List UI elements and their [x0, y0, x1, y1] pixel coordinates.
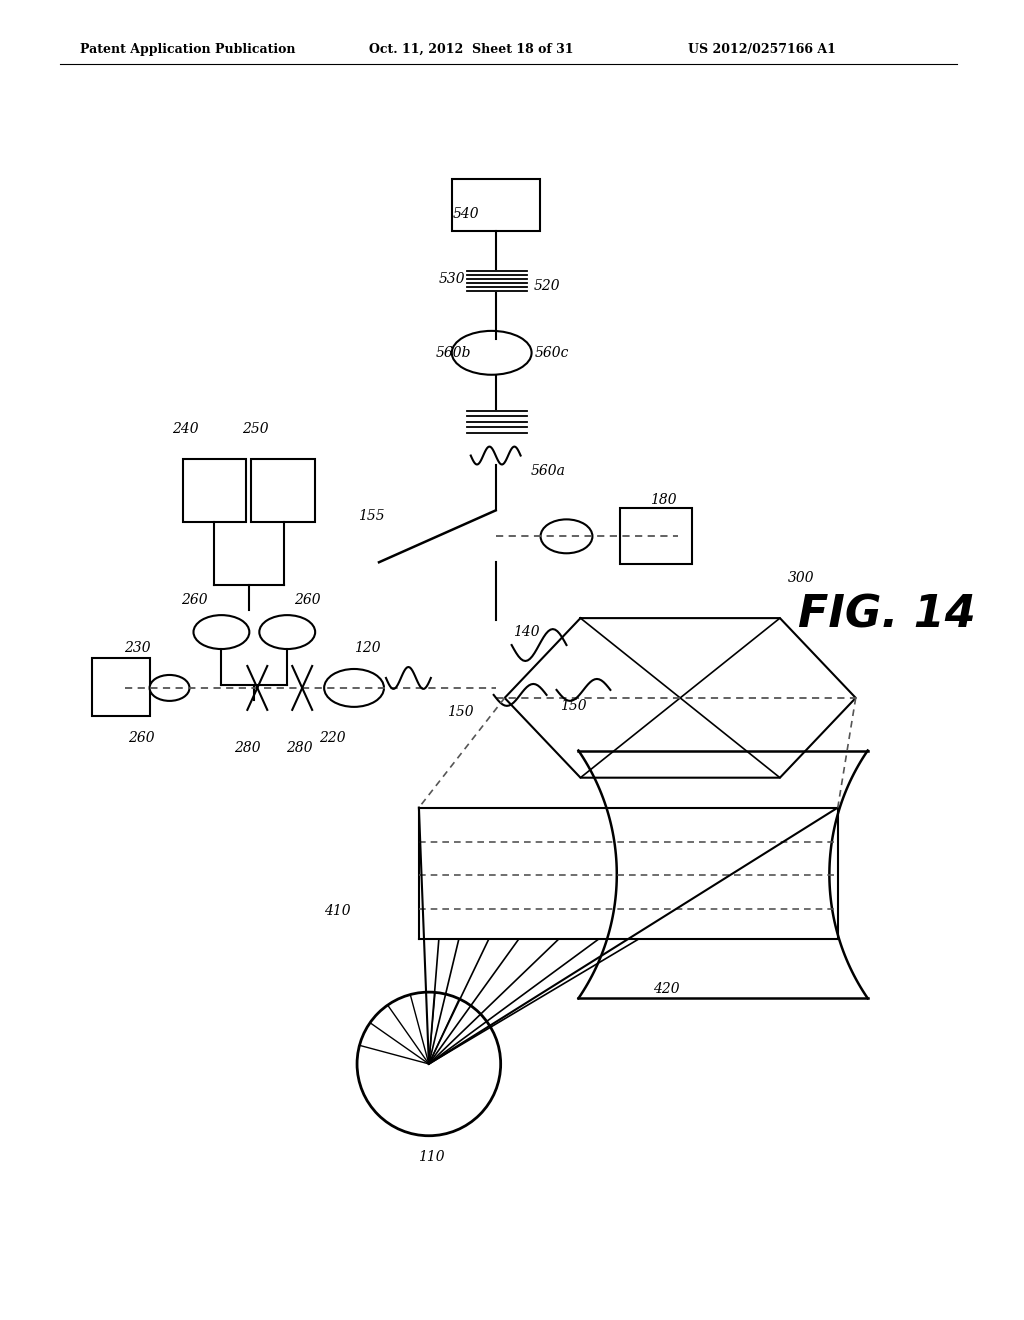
Text: 250: 250 [242, 421, 268, 436]
Text: 220: 220 [318, 731, 345, 744]
Text: US 2012/0257166 A1: US 2012/0257166 A1 [688, 44, 836, 57]
Text: 150: 150 [447, 705, 474, 719]
Text: 120: 120 [353, 642, 380, 655]
Bar [92, 657, 150, 715]
Text: Patent Application Publication: Patent Application Publication [80, 44, 295, 57]
Text: 150: 150 [560, 698, 587, 713]
Text: 520: 520 [534, 279, 560, 293]
Bar [621, 508, 692, 564]
Text: 560a: 560a [531, 463, 566, 478]
Bar [182, 458, 247, 523]
Text: 530: 530 [438, 272, 465, 286]
Ellipse shape [150, 675, 189, 701]
Text: 540: 540 [453, 207, 479, 222]
Bar [452, 180, 540, 231]
Ellipse shape [259, 615, 315, 649]
Text: 260: 260 [181, 593, 208, 607]
Text: FIG. 14: FIG. 14 [798, 594, 976, 636]
Text: 260: 260 [128, 731, 155, 744]
Ellipse shape [325, 669, 384, 708]
Text: Oct. 11, 2012  Sheet 18 of 31: Oct. 11, 2012 Sheet 18 of 31 [369, 44, 573, 57]
Text: 300: 300 [787, 572, 814, 585]
Ellipse shape [194, 615, 249, 649]
Text: 560b: 560b [436, 346, 471, 360]
Bar [251, 458, 315, 523]
Ellipse shape [541, 519, 593, 553]
Text: 140: 140 [513, 626, 540, 639]
Text: 560c: 560c [535, 346, 568, 360]
Text: 240: 240 [172, 421, 199, 436]
Text: 420: 420 [653, 982, 680, 997]
Text: 110: 110 [418, 1150, 444, 1164]
Ellipse shape [452, 331, 531, 375]
Text: 280: 280 [234, 741, 261, 755]
Text: 230: 230 [124, 642, 151, 655]
Text: 155: 155 [357, 510, 384, 524]
Text: 410: 410 [324, 904, 350, 919]
Text: 280: 280 [286, 741, 312, 755]
Text: 260: 260 [294, 593, 321, 607]
Text: 180: 180 [650, 494, 677, 507]
